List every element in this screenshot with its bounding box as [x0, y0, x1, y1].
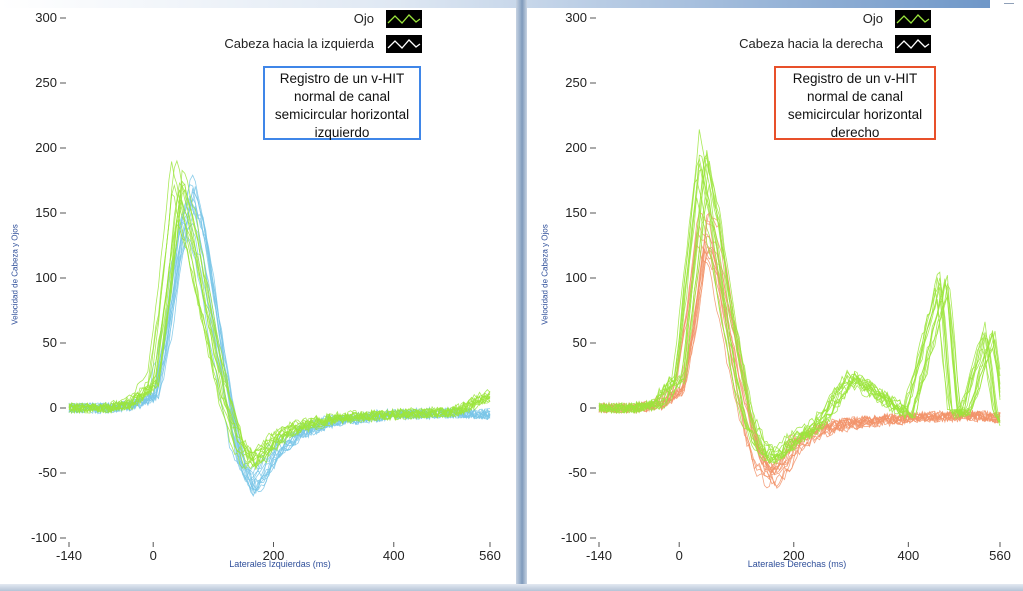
eye-velocity-trace — [68, 169, 491, 470]
eye-velocity-trace — [598, 157, 1001, 461]
panel-divider[interactable] — [516, 0, 527, 591]
legend-item-eye: Ojo — [150, 10, 422, 28]
annotation-line: normal de canal — [293, 89, 391, 104]
x-tick-label: 0 — [150, 548, 157, 563]
head-velocity-trace — [68, 184, 491, 497]
y-tick-label: -100 — [31, 530, 57, 545]
head-velocity-trace — [598, 249, 1001, 474]
annotation-box-right: Registro de un v-HIT normal de canal sem… — [774, 66, 936, 140]
annotation-line: normal de canal — [806, 89, 904, 104]
annotation-line: Registro de un v-HIT — [279, 71, 405, 86]
eye-velocity-trace — [68, 193, 491, 462]
y-tick-label: -100 — [561, 530, 587, 545]
wave-icon — [895, 35, 931, 53]
window-bottom-bar — [0, 584, 1023, 591]
x-tick-label: -140 — [56, 548, 82, 563]
eye-velocity-trace — [68, 183, 491, 466]
x-tick-label: 560 — [989, 548, 1011, 563]
head-velocity-trace — [68, 197, 491, 491]
wave-icon — [895, 10, 931, 28]
chart-right-svg: 300 250 200 150 100 50 0 -50 -100 -140 0 200 400 560 — [561, 10, 1011, 563]
head-velocity-trace — [68, 188, 491, 492]
eye-velocity-trace — [68, 189, 491, 467]
x-axis-label: Laterales Derechas (ms) — [747, 559, 847, 569]
chart-panel-left: 300 250 200 150 100 50 0 -50 -100 -140 0 200 400 560 … — [0, 0, 516, 584]
y-tick-label: 50 — [43, 335, 57, 350]
legend-label: Ojo — [353, 11, 374, 26]
y-tick-label: 100 — [565, 270, 587, 285]
eye-velocity-trace — [68, 181, 491, 468]
y-tick-label: -50 — [568, 465, 587, 480]
eye-velocity-trace — [598, 154, 1001, 464]
wave-icon — [386, 10, 422, 28]
y-tick-label: 0 — [50, 400, 57, 415]
y-tick-label: 300 — [565, 10, 587, 25]
y-tick-label: 150 — [35, 205, 57, 220]
eye-velocity-trace — [68, 223, 491, 455]
y-axis-label: Velocidad de Cabeza y Ojos — [10, 224, 20, 325]
eye-velocity-trace — [68, 189, 491, 462]
y-tick-label: 200 — [35, 140, 57, 155]
head-velocity-trace — [68, 191, 491, 494]
window-top-gradient — [0, 0, 990, 8]
y-tick-label: -50 — [38, 465, 57, 480]
y-tick-label: 50 — [573, 335, 587, 350]
y-tick-label: 0 — [580, 400, 587, 415]
legend-label: Cabeza hacia la izquierda — [224, 36, 374, 51]
chart-left-svg: 300 250 200 150 100 50 0 -50 -100 -140 0 200 400 560 — [31, 10, 501, 563]
eye-velocity-trace — [68, 161, 491, 469]
x-tick-label: 560 — [479, 548, 501, 563]
x-axis-label: Laterales Izquierdas (ms) — [229, 559, 331, 569]
x-tick-label: 400 — [897, 548, 919, 563]
annotation-line: semicircular horizontal — [274, 107, 410, 122]
chart-panel-right: 300 250 200 150 100 50 0 -50 -100 -140 0 200 400 560 … — [527, 0, 1023, 584]
y-tick-label: 100 — [35, 270, 57, 285]
eye-velocity-trace — [68, 199, 491, 462]
legend-item-head: Cabeza hacia la derecha — [647, 35, 931, 53]
head-velocity-trace — [598, 246, 1001, 473]
x-tick-label: 200 — [783, 548, 805, 563]
annotation-line: semicircular horizontal — [787, 107, 923, 122]
legend-label: Ojo — [862, 11, 883, 26]
y-tick-label: 200 — [565, 140, 587, 155]
legend-item-eye: Ojo — [647, 10, 931, 28]
legend-item-head: Cabeza hacia la izquierda — [150, 35, 422, 53]
eye-velocity-trace — [68, 183, 491, 464]
annotation-line: izquierdo — [314, 125, 370, 140]
eye-velocity-trace — [68, 199, 491, 461]
annotation-line: Registro de un v-HIT — [792, 71, 918, 86]
legend-label: Cabeza hacia la derecha — [739, 36, 883, 51]
eye-velocity-trace — [68, 159, 491, 470]
annotation-box-left: Registro de un v-HIT normal de canal sem… — [263, 66, 421, 140]
x-tick-label: -140 — [586, 548, 612, 563]
eye-velocity-trace — [598, 160, 1001, 465]
head-velocity-trace — [68, 205, 491, 490]
eye-velocity-trace — [68, 218, 491, 459]
y-axis-label: Velocidad de Cabeza y Ojos — [540, 224, 550, 325]
y-tick-label: 150 — [565, 205, 587, 220]
head-velocity-trace — [598, 235, 1001, 476]
eye-velocity-trace — [598, 168, 1001, 465]
x-tick-label: 200 — [263, 548, 285, 563]
y-tick-label: 300 — [35, 10, 57, 25]
head-velocity-trace — [68, 196, 491, 492]
eye-velocity-trace — [598, 157, 1001, 465]
wave-icon — [386, 35, 422, 53]
y-tick-label: 250 — [565, 75, 587, 90]
eye-velocity-trace — [68, 180, 491, 468]
window-minimize-mark — [1004, 3, 1014, 4]
x-tick-label: 0 — [676, 548, 683, 563]
annotation-line: derecho — [830, 125, 880, 140]
head-velocity-trace — [68, 174, 491, 498]
x-tick-label: 400 — [383, 548, 405, 563]
y-tick-label: 250 — [35, 75, 57, 90]
